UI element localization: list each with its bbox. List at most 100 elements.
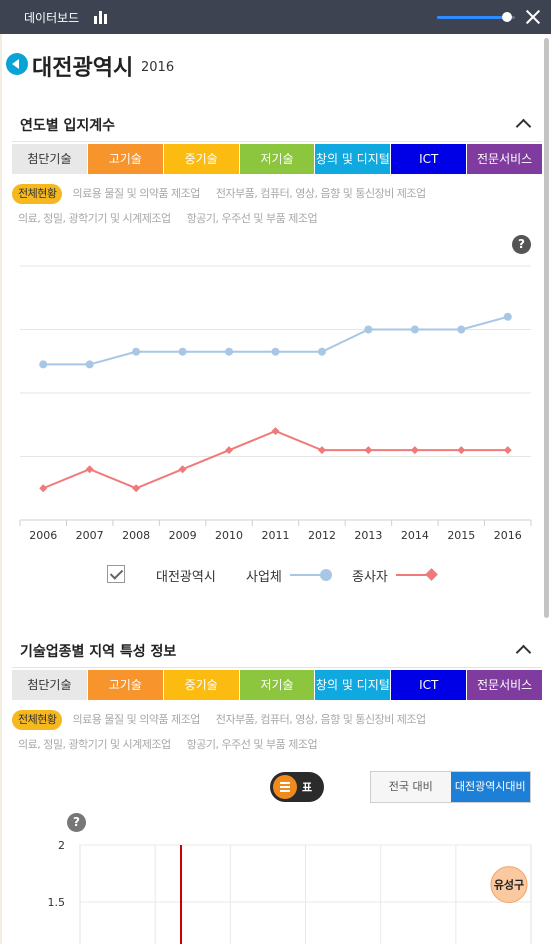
x-tick-label: 2007 <box>76 529 104 542</box>
data-point <box>457 325 466 334</box>
side-border <box>0 34 2 944</box>
x-tick-label: 2016 <box>494 529 522 542</box>
category-tab[interactable]: 창의 및 디지털 <box>315 144 391 174</box>
subfilter-chip[interactable]: 의료용 물질 및 의약품 제조업 <box>72 713 200 726</box>
category-tab[interactable]: 저기술 <box>239 670 315 700</box>
category-tab[interactable]: 중기술 <box>163 144 239 174</box>
data-point <box>317 446 326 455</box>
help-icon[interactable]: ? <box>512 235 531 254</box>
data-point <box>39 484 48 493</box>
data-point <box>410 325 419 334</box>
section-title-industry: 기술업종별 지역 특성 정보 <box>20 644 177 660</box>
close-icon[interactable] <box>526 10 540 24</box>
y-tick-label: 1.5 <box>48 896 66 909</box>
subfilter-row: 전체현황 의료용 물질 및 의약품 제조업 전자부품, 컴퓨터, 영상, 음향 및 … <box>12 184 436 204</box>
data-point <box>317 347 326 356</box>
collapse-icon[interactable] <box>516 117 530 131</box>
data-point <box>364 325 373 334</box>
x-tick-label: 2008 <box>122 529 150 542</box>
y-tick-label: 2 <box>58 839 65 852</box>
category-tab[interactable]: 중기술 <box>163 670 239 700</box>
category-tab[interactable]: 저기술 <box>239 144 315 174</box>
help-icon[interactable]: ? <box>67 813 86 832</box>
category-tab[interactable]: 전문서비스 <box>467 670 543 700</box>
data-point <box>85 360 94 369</box>
category-tab[interactable]: ICT <box>391 670 467 700</box>
scrollbar[interactable] <box>544 38 549 618</box>
x-tick-label: 2014 <box>401 529 429 542</box>
legend-region-label: 대전광역시 <box>156 570 216 585</box>
category-tabs: 첨단기술 고기술 중기술 저기술 창의 및 디지털 ICT 전문서비스 <box>12 144 543 174</box>
legend-series-business[interactable]: 사업체 <box>246 570 282 585</box>
data-point <box>225 347 234 356</box>
category-tab[interactable]: 고기술 <box>87 670 163 700</box>
data-point-label: 유성구 <box>494 878 524 892</box>
data-point <box>503 446 512 455</box>
zoom-slider-handle[interactable] <box>502 12 513 22</box>
subfilter-chip[interactable]: 전체현황 <box>12 184 63 204</box>
top-bar: 데이터보드 <box>0 0 551 34</box>
chart-legend: 대전광역시 사업체 종사자 <box>0 563 551 587</box>
subfilter-chip[interactable]: 의료용 물질 및 의약품 제조업 <box>72 187 200 200</box>
subfilter-chip[interactable]: 전자부품, 컴퓨터, 영상, 음향 및 통신장비 제조업 <box>215 713 426 726</box>
compare-button[interactable]: 전국 대비 <box>371 772 451 802</box>
data-point <box>271 427 280 436</box>
data-point <box>225 446 234 455</box>
x-tick-label: 2010 <box>215 529 243 542</box>
subfilter-chip[interactable]: 의료, 정밀, 광학기기 및 시계제조업 <box>18 212 171 225</box>
section-divider <box>12 667 542 668</box>
collapse-icon[interactable] <box>516 643 530 657</box>
data-point <box>410 446 419 455</box>
legend-line-business <box>290 574 332 576</box>
list-icon <box>273 775 297 799</box>
data-point <box>85 465 94 474</box>
x-tick-label: 2015 <box>447 529 475 542</box>
category-tab[interactable]: ICT <box>391 144 467 174</box>
subfilter-chip[interactable]: 전체현황 <box>12 710 63 730</box>
category-tab[interactable]: 창의 및 디지털 <box>315 670 391 700</box>
x-tick-label: 2009 <box>169 529 197 542</box>
subfilter-row: 전체현황 의료용 물질 및 의약품 제조업 전자부품, 컴퓨터, 영상, 음향 및 … <box>12 710 436 730</box>
page-title: 대전광역시 <box>32 56 134 81</box>
legend-checkbox[interactable] <box>107 565 125 583</box>
yearly-location-quotient-chart: 2006 2007 2008 2009 2010 2011 2012 2013 2014 2015… <box>19 265 532 542</box>
data-point <box>132 484 141 493</box>
subfilter-chip[interactable]: 전자부품, 컴퓨터, 영상, 음향 및 통신장비 제조업 <box>215 187 426 200</box>
app-title: 데이터보드 <box>24 11 80 25</box>
subfilter-chip[interactable]: 항공기, 우주선 및 부품 제조업 <box>186 212 318 225</box>
compare-button-group: 전국 대비 대전광역시대비 <box>370 771 531 803</box>
series-line-employee <box>42 430 508 490</box>
bar-chart-icon <box>94 11 108 24</box>
x-tick-label: 2013 <box>354 529 382 542</box>
data-point-bubble <box>490 866 528 904</box>
table-view-toggle[interactable]: 표 <box>270 772 324 802</box>
back-button[interactable] <box>6 53 28 75</box>
x-tick-label: 2012 <box>308 529 336 542</box>
data-point <box>503 312 512 321</box>
section-divider <box>12 141 542 142</box>
legend-line-employee <box>396 574 436 576</box>
series-line-business <box>43 315 509 366</box>
category-tab[interactable]: 첨단기술 <box>12 670 87 700</box>
subfilter-row: 의료, 정밀, 광학기기 및 시계제조업 항공기, 우주선 및 부품 제조업 <box>12 209 327 229</box>
compare-button[interactable]: 대전광역시대비 <box>450 772 530 802</box>
category-tabs: 첨단기술 고기술 중기술 저기술 창의 및 디지털 ICT 전문서비스 <box>12 670 543 700</box>
legend-marker-business <box>320 569 332 581</box>
data-point <box>178 465 187 474</box>
category-tab[interactable]: 전문서비스 <box>467 144 543 174</box>
category-tab[interactable]: 고기술 <box>87 144 163 174</box>
section-title-yearly: 연도별 입지계수 <box>20 118 116 134</box>
data-point <box>39 360 48 369</box>
legend-series-employee[interactable]: 종사자 <box>352 570 388 585</box>
data-point <box>271 347 280 356</box>
subfilter-chip[interactable]: 의료, 정밀, 광학기기 및 시계제조업 <box>18 738 171 751</box>
zoom-slider[interactable] <box>437 12 515 22</box>
zoom-slider-fill <box>437 16 508 19</box>
subfilter-chip[interactable]: 항공기, 우주선 및 부품 제조업 <box>186 738 318 751</box>
page-year: 2016 <box>141 60 175 75</box>
category-tab[interactable]: 첨단기술 <box>12 144 87 174</box>
x-tick-label: 2006 <box>29 529 57 542</box>
toggle-label: 표 <box>302 781 313 794</box>
data-point <box>364 446 373 455</box>
x-tick-label: 2011 <box>262 529 290 542</box>
